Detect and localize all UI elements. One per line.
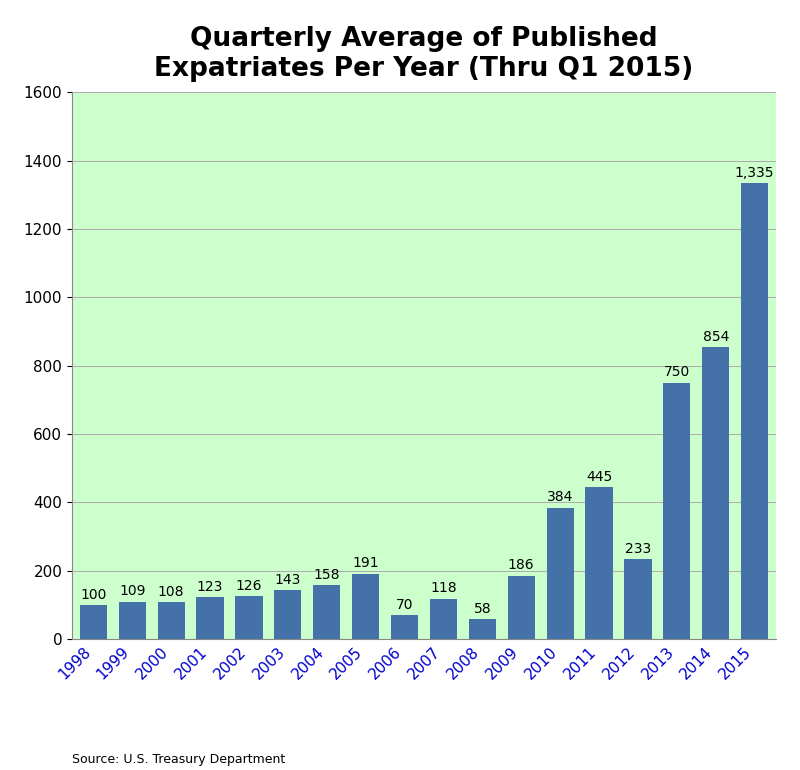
Title: Quarterly Average of Published
Expatriates Per Year (Thru Q1 2015): Quarterly Average of Published Expatriat… — [154, 25, 694, 82]
Text: 384: 384 — [547, 490, 574, 504]
Text: 109: 109 — [119, 584, 146, 598]
Bar — [158, 602, 185, 639]
Bar — [624, 560, 651, 639]
Bar — [741, 183, 768, 639]
Bar — [469, 619, 496, 639]
Text: 123: 123 — [197, 580, 223, 594]
Bar — [391, 615, 418, 639]
Bar — [274, 591, 302, 639]
Bar — [313, 585, 340, 639]
Bar — [235, 596, 262, 639]
Bar — [197, 597, 224, 639]
Text: 126: 126 — [236, 578, 262, 593]
Text: 143: 143 — [274, 573, 301, 587]
Bar — [663, 383, 690, 639]
Text: 233: 233 — [625, 542, 651, 556]
Text: 445: 445 — [586, 470, 612, 484]
Bar — [508, 575, 535, 639]
Text: 1,335: 1,335 — [735, 166, 774, 179]
Text: 100: 100 — [80, 588, 106, 601]
Bar — [586, 487, 613, 639]
Text: 750: 750 — [664, 366, 690, 380]
Text: 854: 854 — [702, 330, 729, 344]
Bar — [430, 599, 457, 639]
Text: 186: 186 — [508, 558, 534, 572]
Text: 158: 158 — [314, 567, 340, 581]
Bar — [118, 602, 146, 639]
Text: 70: 70 — [396, 598, 414, 611]
Text: 118: 118 — [430, 581, 457, 595]
Text: 108: 108 — [158, 584, 185, 599]
Text: Source: U.S. Treasury Department: Source: U.S. Treasury Department — [72, 753, 286, 766]
Text: 58: 58 — [474, 602, 491, 616]
Text: 191: 191 — [352, 557, 379, 571]
Bar — [80, 605, 107, 639]
Bar — [352, 574, 379, 639]
Bar — [546, 508, 574, 639]
Bar — [702, 347, 730, 639]
